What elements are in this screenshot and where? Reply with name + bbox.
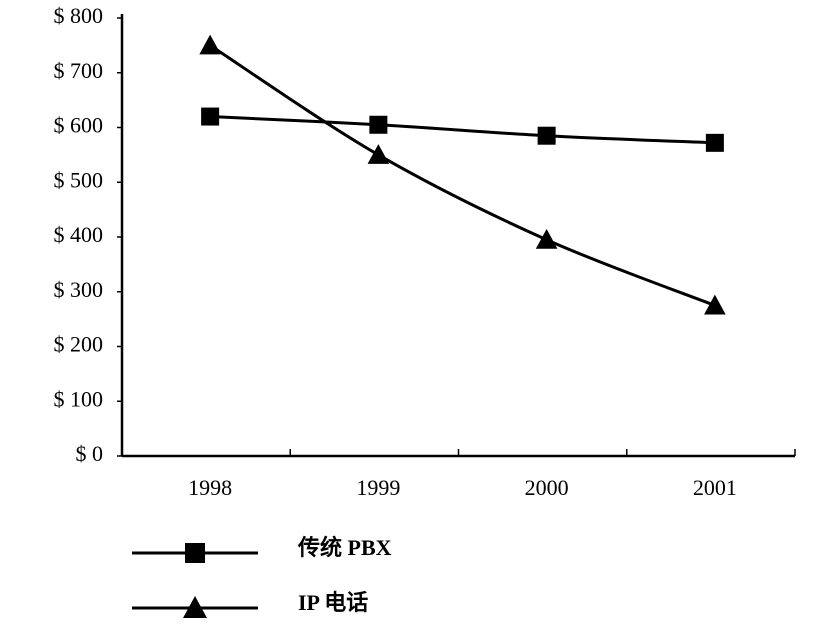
data-point xyxy=(535,228,558,249)
y-tick-label: $ 0 xyxy=(76,441,104,466)
legend-marker xyxy=(185,543,205,563)
y-tick-label: $ 700 xyxy=(54,58,104,83)
legend-label: 传统 PBX xyxy=(297,535,392,560)
series-line xyxy=(209,44,716,307)
legend-label: IP 电话 xyxy=(298,590,368,615)
data-point xyxy=(369,115,388,134)
legend-marker xyxy=(183,596,207,618)
series-line xyxy=(210,115,715,145)
y-tick-label: $ 500 xyxy=(54,167,104,192)
data-point xyxy=(705,133,724,152)
y-tick-label: $ 100 xyxy=(54,386,104,411)
data-point xyxy=(537,126,556,145)
x-tick-label: 2000 xyxy=(525,475,569,500)
x-tick-label: 1998 xyxy=(188,475,232,500)
data-point xyxy=(704,294,726,315)
y-tick-label: $ 600 xyxy=(54,113,104,138)
x-tick-label: 2001 xyxy=(693,475,737,500)
y-tick-label: $ 800 xyxy=(54,3,104,28)
y-tick-label: $ 300 xyxy=(54,277,104,302)
x-tick-label: 1999 xyxy=(356,475,400,500)
data-point xyxy=(199,34,221,55)
data-point xyxy=(367,144,390,164)
y-tick-label: $ 400 xyxy=(54,222,104,247)
data-point xyxy=(201,107,220,126)
y-tick-label: $ 200 xyxy=(54,332,104,357)
